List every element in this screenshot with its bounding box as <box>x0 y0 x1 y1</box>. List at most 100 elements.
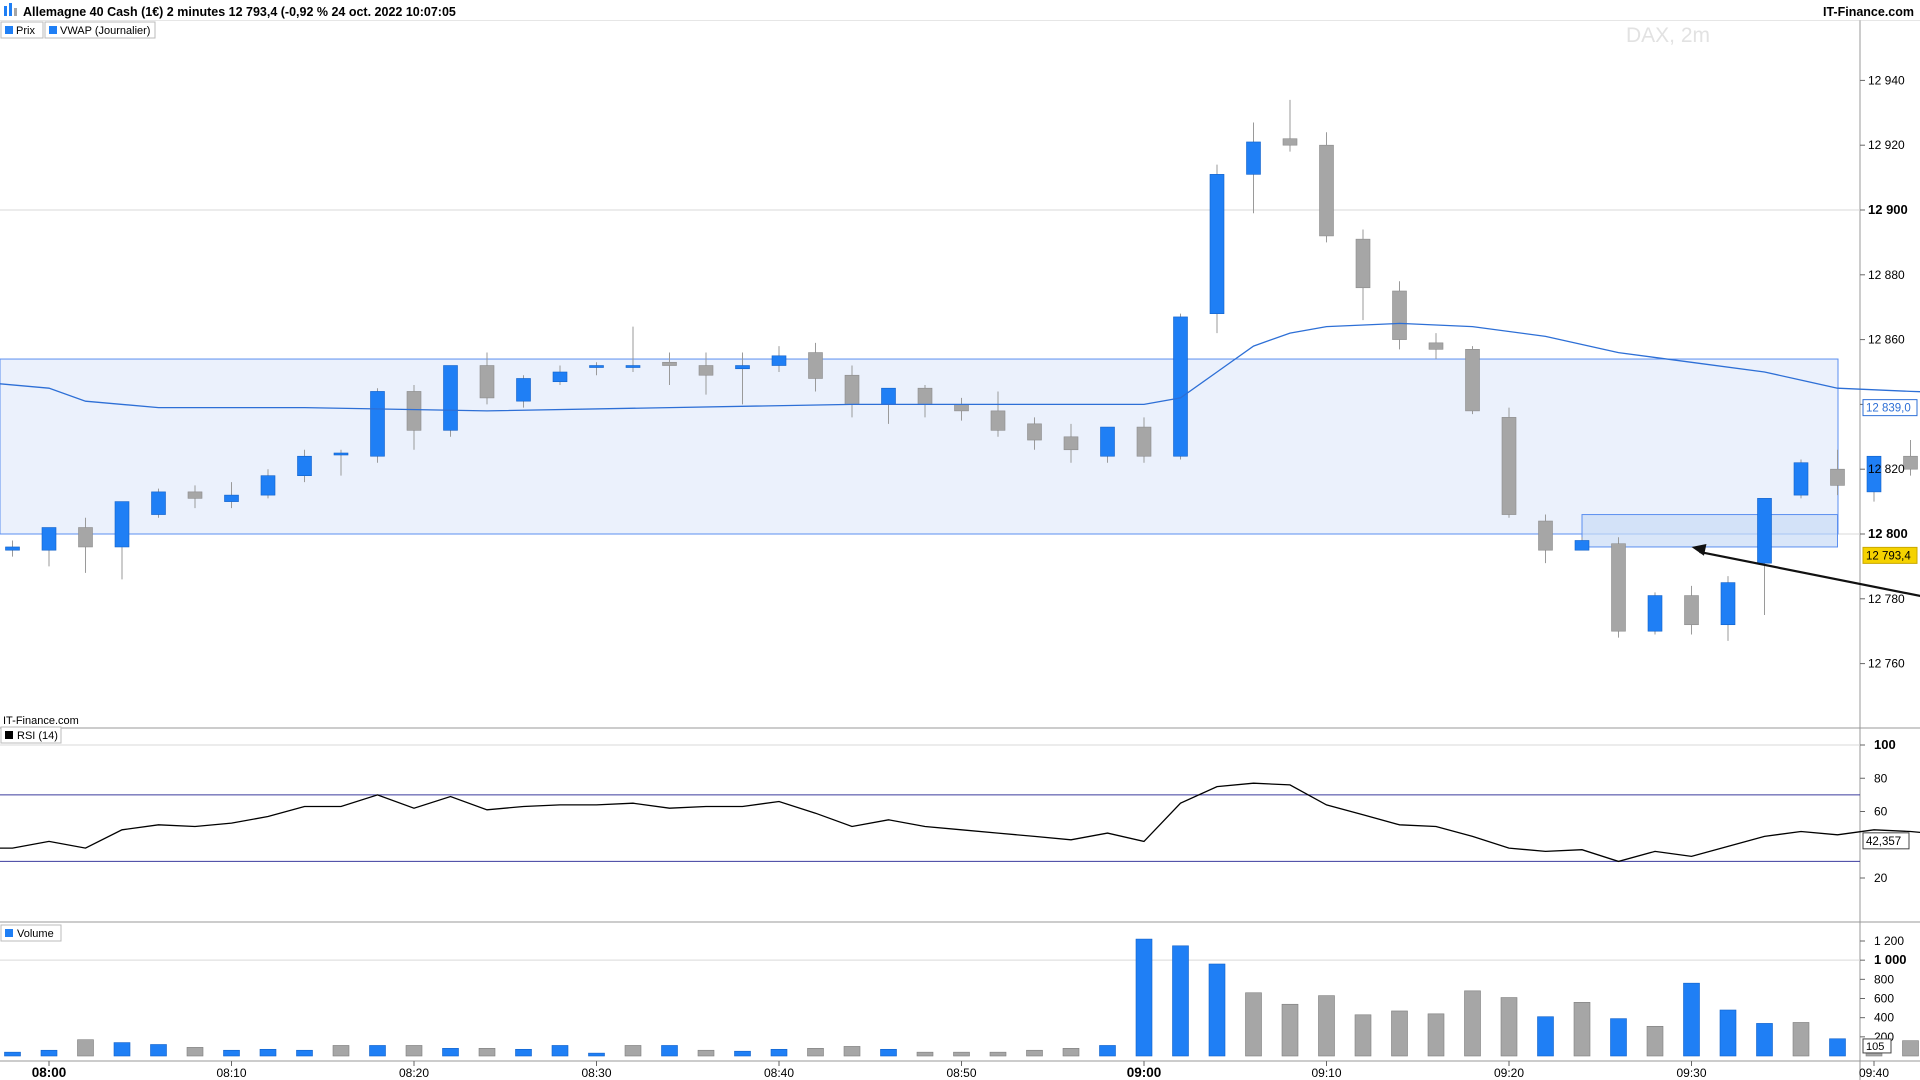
volume-bar[interactable] <box>1026 1049 1043 1057</box>
candle[interactable] <box>1720 576 1736 641</box>
volume-bar[interactable] <box>1646 1025 1664 1057</box>
candle[interactable] <box>771 346 787 372</box>
candle[interactable] <box>187 485 203 509</box>
candle[interactable] <box>589 362 604 376</box>
volume-bar[interactable] <box>1062 1048 1080 1057</box>
volume-bar[interactable] <box>1756 1023 1773 1057</box>
candle[interactable] <box>1282 99 1298 152</box>
candle[interactable] <box>1574 537 1590 551</box>
volume-bar[interactable] <box>405 1045 423 1057</box>
candle[interactable] <box>41 527 57 567</box>
candle[interactable] <box>698 352 714 395</box>
volume-bar[interactable] <box>1610 1018 1627 1057</box>
volume-bar[interactable] <box>332 1045 350 1057</box>
candle[interactable] <box>1355 229 1371 321</box>
rsi-panel[interactable] <box>0 744 1920 863</box>
volume-bar[interactable] <box>551 1045 569 1057</box>
volume-bar[interactable] <box>588 1052 605 1057</box>
candle[interactable] <box>114 501 130 580</box>
volume-bar[interactable] <box>1391 1010 1408 1057</box>
candle[interactable] <box>370 388 385 463</box>
candle[interactable] <box>479 352 495 405</box>
candle[interactable] <box>443 365 458 437</box>
candle[interactable] <box>1611 537 1626 638</box>
volume-bar[interactable] <box>515 1048 532 1057</box>
candle[interactable] <box>1319 132 1334 243</box>
candle[interactable] <box>1063 423 1079 463</box>
volume-bar[interactable] <box>1902 1040 1919 1057</box>
volume-bar[interactable] <box>1537 1016 1554 1057</box>
volume-bar[interactable] <box>1427 1013 1445 1057</box>
volume-bar[interactable] <box>661 1045 678 1057</box>
candle[interactable] <box>1866 455 1882 502</box>
candle[interactable] <box>1903 440 1918 476</box>
volume-bar[interactable] <box>442 1048 459 1057</box>
candle[interactable] <box>1684 585 1699 635</box>
candle[interactable] <box>516 375 531 408</box>
candle[interactable] <box>1538 514 1553 564</box>
candle[interactable] <box>151 488 166 518</box>
candle[interactable] <box>333 449 349 476</box>
candle[interactable] <box>917 384 933 418</box>
candle[interactable] <box>735 352 750 405</box>
volume-bar[interactable] <box>843 1046 861 1057</box>
volume-bar[interactable] <box>478 1048 496 1057</box>
candle[interactable] <box>1246 122 1261 214</box>
volume-bar[interactable] <box>1500 997 1518 1057</box>
volume-bar[interactable] <box>916 1051 934 1057</box>
volume-bar[interactable] <box>1573 1002 1591 1057</box>
candle[interactable] <box>808 342 823 392</box>
volume-bar[interactable] <box>1792 1022 1810 1057</box>
candle[interactable] <box>990 391 1006 437</box>
volume-bar[interactable] <box>624 1045 642 1057</box>
candle[interactable] <box>1757 498 1772 615</box>
price-legend[interactable]: Prix VWAP (Journalier) <box>0 21 156 39</box>
volume-bar[interactable] <box>259 1048 277 1057</box>
candle[interactable] <box>1100 426 1115 463</box>
candle[interactable] <box>1209 164 1225 334</box>
candle[interactable] <box>1136 417 1152 463</box>
volume-bar[interactable] <box>880 1048 897 1057</box>
volume-bar[interactable] <box>1245 992 1262 1057</box>
candle[interactable] <box>552 365 568 385</box>
candle[interactable] <box>844 365 860 418</box>
candle[interactable] <box>1173 313 1188 460</box>
candle[interactable] <box>1027 417 1042 450</box>
volume-bar[interactable] <box>1683 982 1700 1057</box>
volume-bar[interactable] <box>734 1050 751 1057</box>
volume-bar[interactable] <box>1318 995 1335 1057</box>
candle[interactable] <box>406 384 422 450</box>
volume-bar[interactable] <box>1135 938 1153 1057</box>
volume-bar[interactable] <box>989 1051 1007 1057</box>
candle[interactable] <box>1501 407 1517 518</box>
small-zone[interactable] <box>1581 514 1838 548</box>
candle[interactable] <box>1465 346 1480 415</box>
volume-bar[interactable] <box>4 1051 21 1057</box>
candle[interactable] <box>881 387 896 424</box>
volume-bar[interactable] <box>1099 1045 1116 1057</box>
volume-bar[interactable] <box>1829 1038 1846 1057</box>
candle[interactable] <box>1647 592 1663 635</box>
volume-bar[interactable] <box>77 1039 94 1057</box>
volume-bar[interactable] <box>1172 945 1189 1057</box>
candle[interactable] <box>297 449 312 483</box>
candle[interactable] <box>1392 281 1407 350</box>
volume-legend[interactable]: Volume <box>0 924 62 942</box>
volume-bar[interactable] <box>150 1044 167 1057</box>
volume-bar[interactable] <box>953 1051 970 1057</box>
rsi-line[interactable] <box>0 782 1920 863</box>
volume-bar[interactable] <box>697 1049 715 1057</box>
support-zone[interactable] <box>0 358 1839 535</box>
volume-bar[interactable] <box>186 1047 204 1057</box>
volume-bar[interactable] <box>369 1045 386 1057</box>
candle[interactable] <box>1793 459 1809 499</box>
candle[interactable] <box>662 352 677 385</box>
volume-bar[interactable] <box>1281 1003 1299 1057</box>
volume-bar[interactable] <box>113 1042 131 1057</box>
candle[interactable] <box>260 469 276 499</box>
volume-bar[interactable] <box>770 1048 788 1057</box>
candle[interactable] <box>5 540 20 557</box>
volume-bar[interactable] <box>807 1048 824 1057</box>
candle[interactable] <box>78 517 93 573</box>
